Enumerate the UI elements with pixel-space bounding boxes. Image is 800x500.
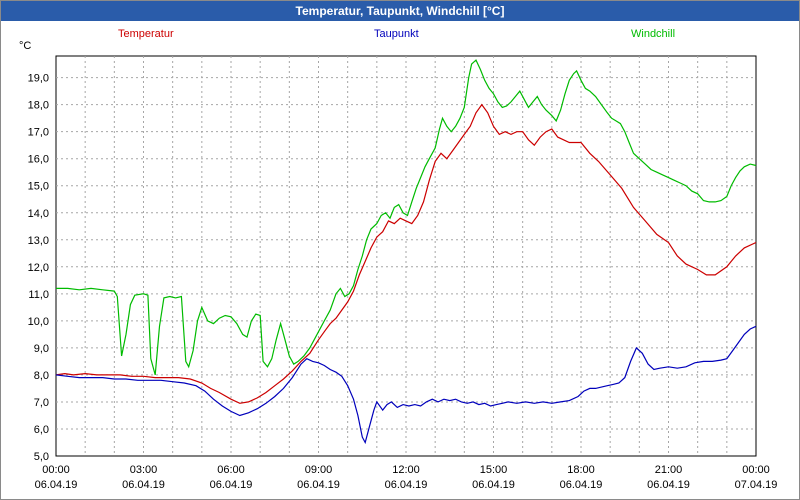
x-tick-date: 06.04.19 [647, 479, 690, 491]
y-tick-label: 12,0 [28, 262, 49, 274]
y-tick-label: 17,0 [28, 127, 49, 139]
x-tick-date: 06.04.19 [385, 479, 428, 491]
y-tick-label: 10,0 [28, 316, 49, 328]
series-line-windchill [56, 59, 757, 376]
x-tick-time: 09:00 [305, 464, 333, 476]
y-tick-label: 8,0 [34, 370, 49, 382]
x-tick-time: 18:00 [567, 464, 595, 476]
y-tick-label: 11,0 [28, 289, 49, 301]
x-tick-date: 06.04.19 [472, 479, 515, 491]
x-tick-time: 00:00 [742, 464, 770, 476]
x-tick-date: 06.04.19 [297, 479, 340, 491]
series-line-taupunkt [55, 325, 757, 445]
series-line-temperatur [55, 103, 757, 404]
legend-taupunkt: Taupunkt [374, 28, 419, 40]
y-tick-label: 18,0 [28, 100, 49, 112]
x-tick-date: 06.04.19 [35, 479, 78, 491]
x-tick-date: 06.04.19 [210, 479, 253, 491]
x-tick-date: 06.04.19 [560, 479, 603, 491]
x-tick-time: 21:00 [655, 464, 683, 476]
y-tick-label: 9,0 [34, 343, 49, 355]
y-tick-label: 16,0 [28, 154, 49, 166]
window-title: Temperatur, Taupunkt, Windchill [°C] [295, 4, 505, 18]
window-titlebar: Temperatur, Taupunkt, Windchill [°C] [1, 1, 799, 21]
x-tick-time: 06:00 [217, 464, 245, 476]
y-axis-unit-label: °C [19, 40, 32, 52]
x-tick-date: 07.04.19 [735, 479, 778, 491]
legend-temperatur: Temperatur [118, 28, 174, 40]
x-tick-time: 12:00 [392, 464, 420, 476]
x-tick-time: 03:00 [130, 464, 158, 476]
y-tick-label: 19,0 [28, 73, 49, 85]
legend-windchill: Windchill [631, 28, 676, 40]
y-tick-label: 6,0 [34, 424, 49, 436]
y-tick-label: 7,0 [34, 397, 49, 409]
y-tick-label: 5,0 [34, 451, 49, 463]
x-tick-time: 00:00 [42, 464, 70, 476]
y-tick-label: 15,0 [28, 181, 49, 193]
y-tick-label: 14,0 [28, 208, 49, 220]
x-tick-date: 06.04.19 [122, 479, 165, 491]
y-tick-label: 13,0 [28, 235, 49, 247]
x-tick-time: 15:00 [480, 464, 508, 476]
